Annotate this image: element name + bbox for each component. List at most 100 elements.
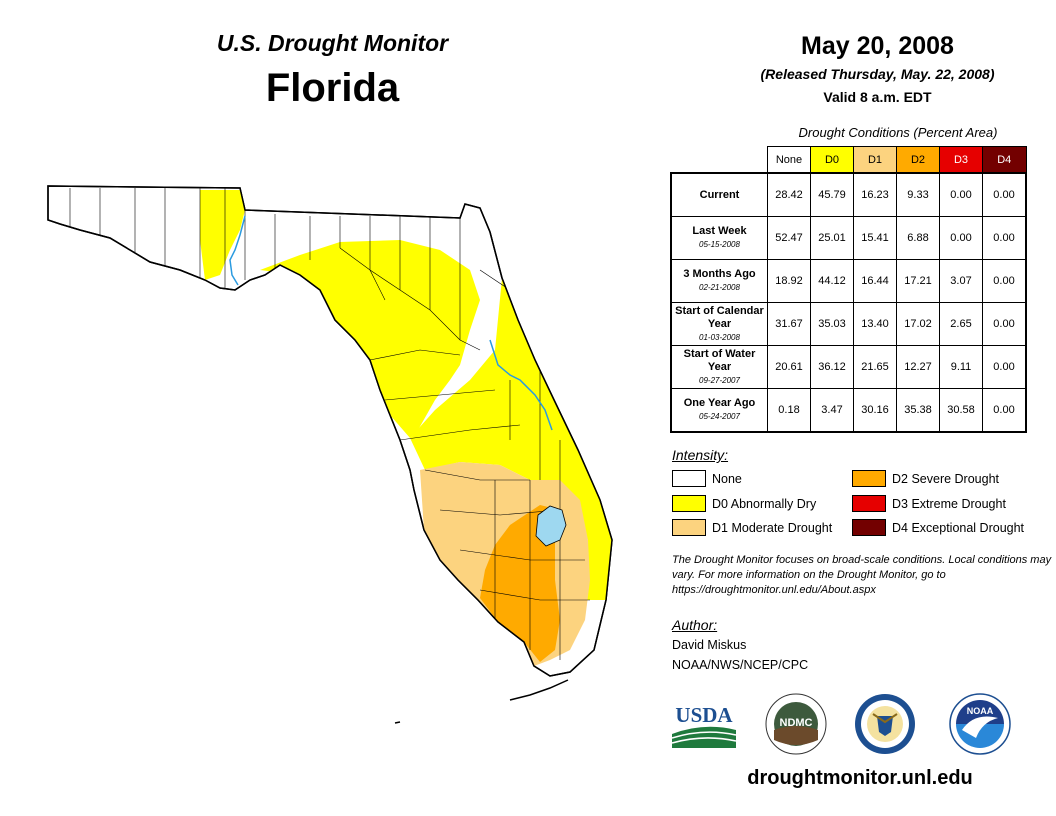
table-cell: 16.44 (853, 259, 897, 303)
table-cell: 52.47 (767, 216, 811, 260)
row-label: Start of Calendar Year 01-03-2008 (670, 302, 768, 346)
legend-swatch (852, 495, 886, 512)
table-cell: 18.92 (767, 259, 811, 303)
table-cell: 20.61 (767, 345, 811, 389)
d0-region-big-bend (260, 240, 480, 438)
table-cell: 6.88 (896, 216, 940, 260)
table-cell: 9.33 (896, 172, 940, 217)
table-cell: 0.00 (939, 172, 983, 217)
table-cell: 30.58 (939, 388, 983, 433)
table-cell: 25.01 (810, 216, 854, 260)
legend-swatch (672, 495, 706, 512)
col-header-d3: D3 (939, 146, 983, 174)
d0-region-east-coast (410, 278, 612, 600)
table-cell: 21.65 (853, 345, 897, 389)
svg-text:NDMC: NDMC (780, 717, 813, 729)
legend-swatch (852, 470, 886, 487)
col-header-d4: D4 (982, 146, 1027, 174)
table-row: Last Week 05-15-2008 52.47 25.01 15.41 6.88 0.… (670, 216, 1027, 260)
table-cell: 17.02 (896, 302, 940, 346)
row-label: Current (670, 172, 768, 217)
table-cell: 45.79 (810, 172, 854, 217)
col-header-d1: D1 (853, 146, 897, 174)
row-date: 02-21-2008 (699, 283, 740, 292)
map-title: Florida (265, 66, 400, 110)
noaa-logo: NOAA (949, 693, 1011, 755)
table-cell: 16.23 (853, 172, 897, 217)
legend-item-d4: D4 Exceptional Drought (852, 519, 1024, 536)
legend-item-d2: D2 Severe Drought (852, 470, 999, 487)
table-cell: 9.11 (939, 345, 983, 389)
map-subtitle: U.S. Drought Monitor (216, 30, 449, 56)
legend-title: Intensity: (672, 447, 729, 463)
table-cell: 17.21 (896, 259, 940, 303)
table-cell: 2.65 (939, 302, 983, 346)
disclaimer-note: The Drought Monitor focuses on broad-sca… (672, 554, 1052, 596)
table-row: Start of Calendar Year 01-03-2008 31.67 35.… (670, 302, 1027, 346)
row-label: 3 Months Ago 02-21-2008 (670, 259, 768, 303)
florida-keys (509, 679, 569, 701)
doc-seal-logo (855, 694, 915, 754)
table-caption: Drought Conditions (Percent Area) (798, 125, 998, 140)
row-date: 09-27-2007 (699, 375, 740, 385)
col-header-d0: D0 (810, 146, 854, 174)
table-cell: 0.18 (767, 388, 811, 433)
table-cell: 0.00 (982, 302, 1027, 346)
table-cell: 30.16 (853, 388, 897, 433)
author-organization: NOAA/NWS/NCEP/CPC (672, 658, 809, 672)
valid-time: Valid 8 a.m. EDT (823, 89, 932, 105)
row-label: Start of Water Year 09-27-2007 (670, 345, 768, 389)
table-cell: 28.42 (767, 172, 811, 217)
valid-date: May 20, 2008 (801, 32, 954, 60)
usda-logo: USDA (671, 703, 737, 748)
county-boundaries (69, 188, 590, 660)
table-cell: 35.38 (896, 388, 940, 433)
table-cell: 44.12 (810, 259, 854, 303)
legend-swatch (852, 519, 886, 536)
table-cell: 3.07 (939, 259, 983, 303)
row-date: 01-03-2008 (699, 332, 740, 342)
st-johns-river (489, 339, 553, 431)
legend-swatch (672, 519, 706, 536)
table-cell: 0.00 (982, 345, 1027, 389)
author-heading: Author: (672, 617, 718, 633)
table-cell: 15.41 (853, 216, 897, 260)
d0-region-panhandle (200, 190, 245, 280)
svg-text:USDA: USDA (675, 703, 733, 727)
florida-drought-map (47, 185, 613, 724)
table-cell: 12.27 (896, 345, 940, 389)
legend-item-d0: D0 Abnormally Dry (672, 495, 816, 512)
table-row: Start of Water Year 09-27-2007 20.61 36.12 2… (670, 345, 1027, 389)
table-cell: 31.67 (767, 302, 811, 346)
table-cell: 36.12 (810, 345, 854, 389)
table-row: 3 Months Ago 02-21-2008 18.92 44.12 16.44 17.… (670, 259, 1027, 303)
legend-item-none: None (672, 470, 742, 487)
table-cell: 0.00 (982, 388, 1027, 433)
website-link[interactable]: droughtmonitor.unl.edu (747, 767, 973, 789)
drought-conditions-table: None D0 D1 D2 D3 D4 Current 28.42 45.79 16.… (670, 146, 1027, 433)
table-cell: 0.00 (982, 259, 1027, 303)
release-date: (Released Thursday, May. 22, 2008) (760, 66, 995, 82)
apalachicola-river (229, 215, 246, 286)
table-cell: 0.00 (939, 216, 983, 260)
table-cell: 13.40 (853, 302, 897, 346)
table-cell: 0.00 (982, 172, 1027, 217)
author-name: David Miskus (672, 638, 747, 652)
table-cell: 3.47 (810, 388, 854, 433)
row-date: 05-15-2008 (699, 240, 740, 249)
row-date: 05-24-2007 (699, 412, 740, 421)
table-cell: 35.03 (810, 302, 854, 346)
ndmc-logo: NDMC (765, 693, 827, 755)
table-row: One Year Ago 05-24-2007 0.18 3.47 30.16 35.38… (670, 388, 1027, 433)
legend-item-d3: D3 Extreme Drought (852, 495, 1006, 512)
table-cell: 0.00 (982, 216, 1027, 260)
legend-swatch (672, 470, 706, 487)
table-row: Current 28.42 45.79 16.23 9.33 0.00 0.00 (670, 172, 1027, 217)
legend-item-d1: D1 Moderate Drought (672, 519, 832, 536)
svg-text:NOAA: NOAA (967, 706, 994, 716)
lake-okeechobee (535, 505, 567, 547)
col-header-d2: D2 (896, 146, 940, 174)
row-label: One Year Ago 05-24-2007 (670, 388, 768, 433)
row-label: Last Week 05-15-2008 (670, 216, 768, 260)
col-header-none: None (767, 146, 811, 174)
